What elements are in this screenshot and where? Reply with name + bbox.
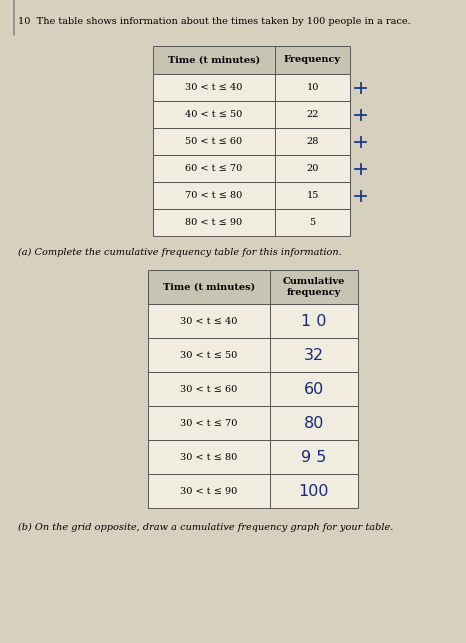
Text: (b) On the grid opposite, draw a cumulative frequency graph for your table.: (b) On the grid opposite, draw a cumulat… <box>18 523 393 532</box>
Bar <box>270 338 358 372</box>
Bar <box>153 128 275 155</box>
Bar <box>275 155 350 182</box>
Text: Time (t minutes): Time (t minutes) <box>168 55 260 64</box>
Text: 30 < t ≤ 90: 30 < t ≤ 90 <box>180 487 238 496</box>
Text: 10  The table shows information about the times taken by 100 people in a race.: 10 The table shows information about the… <box>18 17 411 26</box>
Text: 70 < t ≤ 80: 70 < t ≤ 80 <box>185 191 243 200</box>
Bar <box>270 474 358 508</box>
Text: 15: 15 <box>306 191 319 200</box>
Bar <box>270 406 358 440</box>
Bar <box>275 209 350 236</box>
Bar <box>153 46 350 74</box>
Text: 22: 22 <box>306 110 319 119</box>
Text: 30 < t ≤ 40: 30 < t ≤ 40 <box>180 316 238 325</box>
Text: 80: 80 <box>304 415 324 431</box>
Bar <box>153 74 275 101</box>
Text: 30 < t ≤ 40: 30 < t ≤ 40 <box>185 83 243 92</box>
Text: 60: 60 <box>304 381 324 397</box>
Bar <box>153 182 275 209</box>
Text: (a) Complete the cumulative frequency table for this information.: (a) Complete the cumulative frequency ta… <box>18 248 342 257</box>
Text: 20: 20 <box>306 164 319 173</box>
Bar <box>148 406 270 440</box>
Bar <box>148 270 358 304</box>
Text: 1 0: 1 0 <box>301 314 327 329</box>
Text: 30 < t ≤ 70: 30 < t ≤ 70 <box>180 419 238 428</box>
Text: 100: 100 <box>299 484 329 498</box>
Bar <box>275 101 350 128</box>
Bar <box>275 74 350 101</box>
Text: 9 5: 9 5 <box>302 449 327 464</box>
Text: 40 < t ≤ 50: 40 < t ≤ 50 <box>185 110 243 119</box>
Text: 30 < t ≤ 60: 30 < t ≤ 60 <box>180 385 238 394</box>
Bar <box>148 474 270 508</box>
Bar <box>148 338 270 372</box>
Text: Frequency: Frequency <box>284 55 341 64</box>
Text: 28: 28 <box>306 137 319 146</box>
Bar <box>270 440 358 474</box>
Bar <box>153 155 275 182</box>
Text: 60 < t ≤ 70: 60 < t ≤ 70 <box>185 164 243 173</box>
Bar <box>270 304 358 338</box>
Bar <box>270 372 358 406</box>
Text: 80 < t ≤ 90: 80 < t ≤ 90 <box>185 218 243 227</box>
Bar <box>148 304 270 338</box>
Bar <box>148 372 270 406</box>
Text: 30 < t ≤ 80: 30 < t ≤ 80 <box>180 453 238 462</box>
Bar <box>153 209 275 236</box>
Text: 10: 10 <box>306 83 319 92</box>
Text: 5: 5 <box>309 218 315 227</box>
Text: 30 < t ≤ 50: 30 < t ≤ 50 <box>180 350 238 359</box>
Bar <box>275 128 350 155</box>
Bar <box>153 101 275 128</box>
Text: 32: 32 <box>304 347 324 363</box>
Text: Cumulative
frequency: Cumulative frequency <box>283 277 345 296</box>
Bar <box>275 182 350 209</box>
Bar <box>148 440 270 474</box>
Text: Time (t minutes): Time (t minutes) <box>163 282 255 291</box>
Text: 50 < t ≤ 60: 50 < t ≤ 60 <box>185 137 243 146</box>
